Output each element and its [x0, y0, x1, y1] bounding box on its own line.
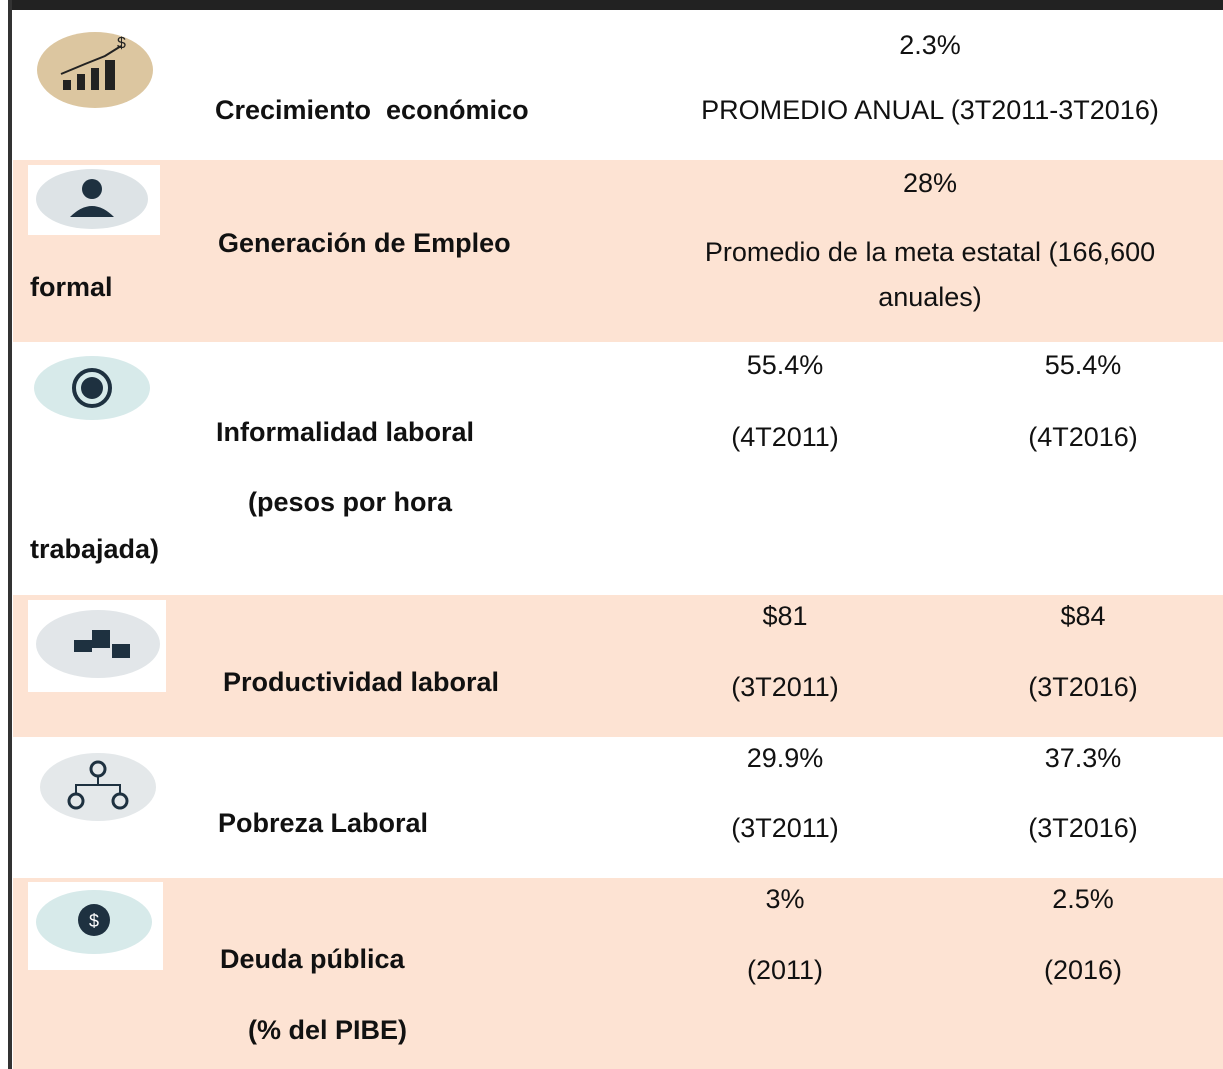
indicator-label: Informalidad laboral	[216, 417, 475, 447]
indicator-label: Productividad laboral	[223, 667, 500, 697]
cell-value: $81	[762, 601, 808, 631]
cell-period: (3T2016)	[1028, 813, 1138, 843]
cell-note: Promedio de la meta estatal (166,600 anu…	[704, 237, 1156, 312]
left-border	[8, 0, 12, 1069]
indicator-label: (% del PIBE)	[248, 1015, 408, 1045]
cell-value: $84	[1060, 601, 1106, 631]
indicator-label: formal	[30, 272, 113, 302]
cell-period: (3T2016)	[1028, 672, 1138, 702]
icon-informality	[34, 356, 150, 420]
cell-period: (3T2011)	[731, 813, 839, 843]
cell-value: 2.3%	[899, 30, 961, 60]
indicator-label: (pesos por hora	[248, 487, 453, 517]
icon-debt: $	[28, 882, 163, 970]
cell-value: 55.4%	[746, 350, 824, 380]
svg-text:$: $	[89, 911, 99, 931]
cell-value: 3%	[765, 884, 805, 914]
cell-value: 37.3%	[1044, 743, 1122, 773]
indicator-label: Pobreza Laboral	[218, 808, 429, 838]
icon-poverty	[40, 753, 156, 821]
icon-employment	[28, 165, 160, 235]
icon-productivity	[28, 600, 166, 692]
row-band	[13, 878, 1223, 1069]
indicator-label: trabajada)	[30, 534, 160, 564]
svg-text:$: $	[117, 35, 126, 52]
cell-value: 28%	[902, 168, 958, 198]
cell-period: (4T2011)	[731, 422, 839, 452]
cell-period: (2016)	[1043, 955, 1123, 985]
cell-note: PROMEDIO ANUAL (3T2011-3T2016)	[701, 95, 1159, 125]
indicator-label: Deuda pública	[220, 944, 405, 974]
cell-value: 55.4%	[1044, 350, 1122, 380]
top-border	[8, 0, 1223, 10]
indicator-label: Generación de Empleo	[218, 228, 511, 258]
cell-period: (3T2011)	[731, 672, 839, 702]
cell-period: (4T2016)	[1028, 422, 1138, 452]
icon-growth: $	[37, 32, 153, 108]
row-band	[13, 595, 1223, 737]
cell-value: 2.5%	[1052, 884, 1114, 914]
row-band	[13, 160, 1223, 342]
indicator-label: Crecimiento económico	[215, 95, 529, 125]
cell-period: (2011)	[746, 955, 824, 985]
cell-value: 29.9%	[746, 743, 824, 773]
